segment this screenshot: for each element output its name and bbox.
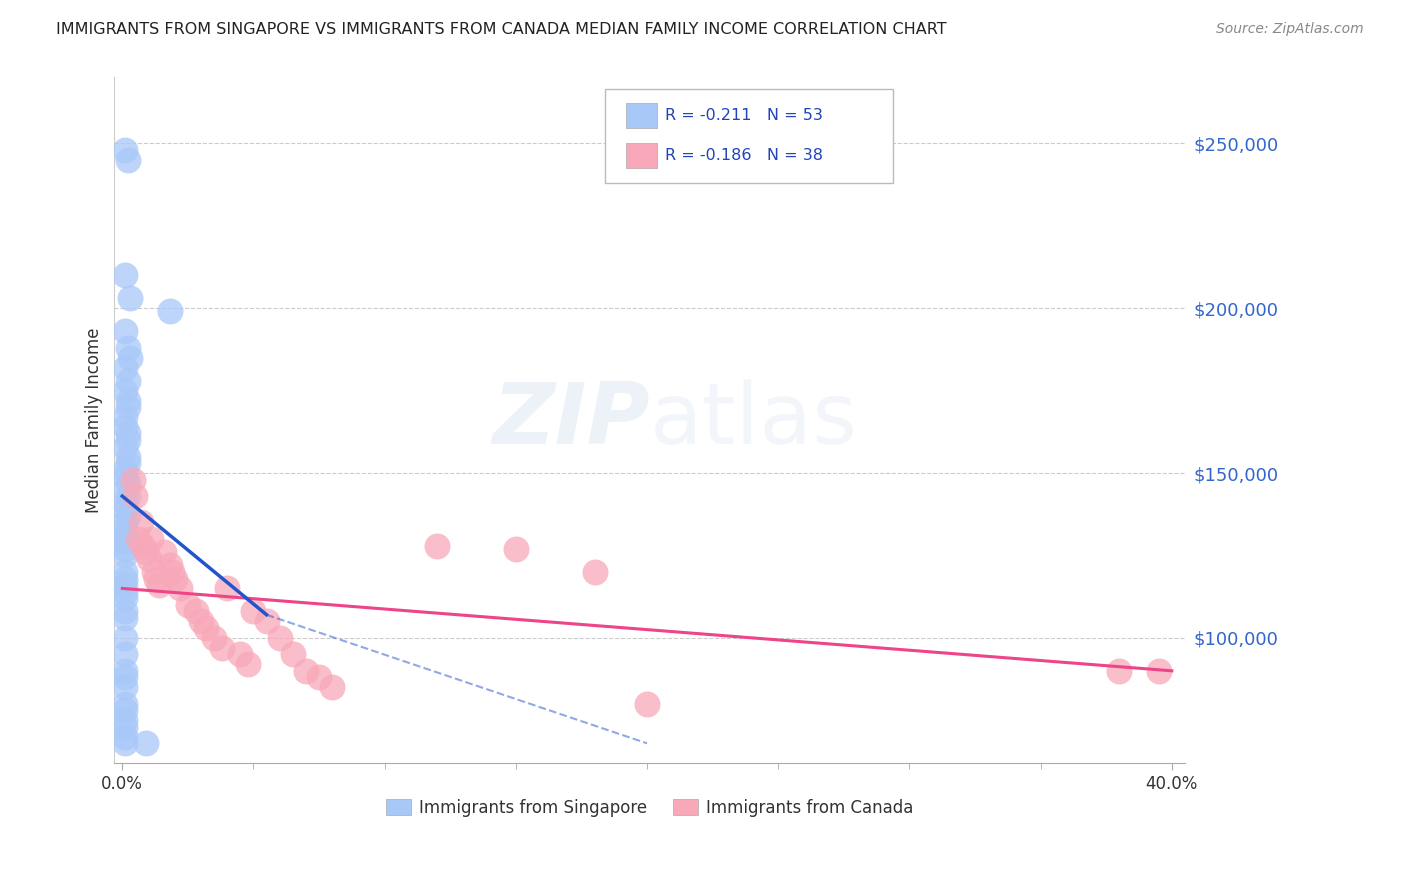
Point [127, 532, 149, 546]
Point [114, 664, 136, 678]
Point [184, 605, 207, 619]
Point [295, 664, 318, 678]
Point [114, 670, 136, 684]
Point [153, 545, 176, 559]
Text: Source: ZipAtlas.com: Source: ZipAtlas.com [1216, 22, 1364, 37]
Point [114, 584, 136, 599]
Point [636, 697, 658, 711]
Point [117, 450, 139, 464]
Point [117, 393, 139, 408]
Point [117, 153, 139, 167]
Point [1147, 664, 1170, 678]
Text: R = -0.211   N = 53: R = -0.211 N = 53 [665, 108, 823, 122]
Point [135, 736, 157, 750]
Point [256, 615, 278, 629]
Point [114, 440, 136, 454]
Point [202, 631, 225, 645]
Point [135, 545, 157, 559]
Point [142, 565, 165, 579]
Point [114, 541, 136, 556]
Point [120, 351, 142, 365]
Point [114, 572, 136, 586]
Point [238, 657, 260, 672]
Point [114, 736, 136, 750]
Y-axis label: Median Family Income: Median Family Income [86, 327, 103, 513]
Point [117, 456, 139, 470]
Point [217, 582, 239, 596]
Point [120, 291, 142, 305]
Point [114, 535, 136, 549]
Point [114, 469, 136, 483]
Point [169, 582, 191, 596]
Point [114, 483, 136, 497]
Point [117, 489, 139, 503]
Legend: Immigrants from Singapore, Immigrants from Canada: Immigrants from Singapore, Immigrants fr… [380, 792, 920, 823]
Point [114, 713, 136, 727]
Point [308, 670, 330, 684]
Point [139, 532, 162, 546]
Point [114, 463, 136, 477]
Point [114, 591, 136, 606]
Point [114, 143, 136, 157]
Point [117, 374, 139, 388]
Point [159, 558, 181, 573]
Point [114, 516, 136, 530]
Point [195, 621, 218, 635]
Text: IMMIGRANTS FROM SINGAPORE VS IMMIGRANTS FROM CANADA MEDIAN FAMILY INCOME CORRELA: IMMIGRANTS FROM SINGAPORE VS IMMIGRANTS … [56, 22, 946, 37]
Point [114, 420, 136, 434]
Point [117, 433, 139, 447]
Point [114, 611, 136, 625]
Point [160, 565, 183, 579]
Point [114, 496, 136, 510]
Point [114, 578, 136, 592]
Point [177, 598, 200, 612]
Text: atlas: atlas [650, 379, 858, 462]
Point [163, 572, 186, 586]
Point [114, 565, 136, 579]
Point [505, 541, 527, 556]
Point [321, 681, 343, 695]
Point [114, 409, 136, 424]
Point [114, 631, 136, 645]
Point [121, 473, 143, 487]
Point [583, 565, 606, 579]
Point [145, 572, 167, 586]
Point [114, 549, 136, 563]
Point [114, 697, 136, 711]
Point [117, 341, 139, 355]
Point [114, 703, 136, 717]
Point [114, 720, 136, 734]
Point [114, 324, 136, 338]
Point [114, 268, 136, 283]
Point [269, 631, 291, 645]
Point [117, 400, 139, 414]
Point [159, 304, 181, 318]
Point [114, 648, 136, 662]
Point [114, 605, 136, 619]
Point [229, 648, 252, 662]
Point [426, 539, 449, 553]
Point [129, 516, 152, 530]
Text: R = -0.186   N = 38: R = -0.186 N = 38 [665, 148, 823, 162]
Point [190, 615, 212, 629]
Point [242, 605, 264, 619]
Point [117, 426, 139, 441]
Point [124, 489, 146, 503]
Point [114, 384, 136, 398]
Point [114, 529, 136, 543]
Point [114, 522, 136, 536]
Text: ZIP: ZIP [492, 379, 650, 462]
Point [114, 730, 136, 744]
Point [114, 681, 136, 695]
Point [117, 475, 139, 490]
Point [132, 539, 155, 553]
Point [138, 551, 160, 566]
Point [114, 360, 136, 375]
Point [114, 502, 136, 516]
Point [211, 640, 233, 655]
Point [281, 648, 304, 662]
Point [1108, 664, 1130, 678]
Point [117, 508, 139, 523]
Point [148, 578, 170, 592]
